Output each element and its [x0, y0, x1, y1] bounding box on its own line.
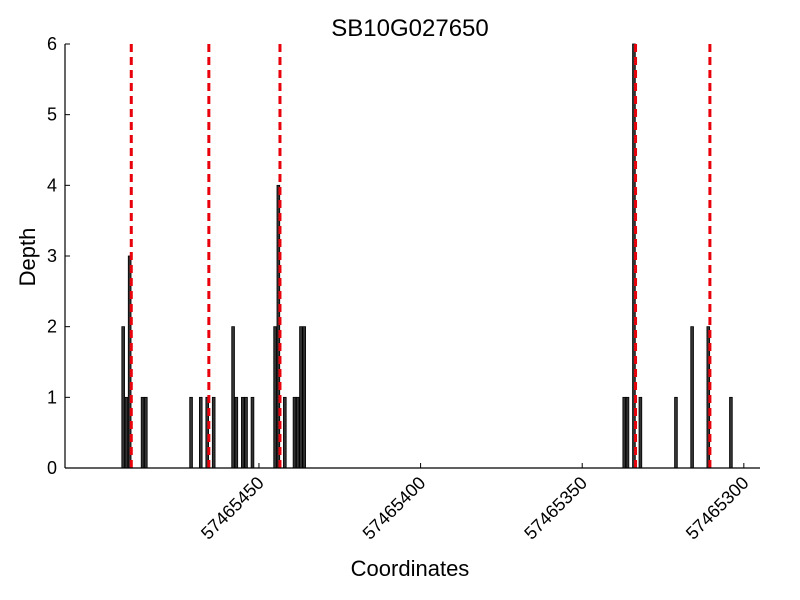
depth-bar: [211, 396, 216, 469]
depth-bar: [729, 396, 733, 469]
depth-bar: [189, 396, 193, 469]
depth-bar: [244, 396, 248, 469]
x-tick-label: 57465300: [682, 473, 753, 544]
depth-bar: [241, 396, 245, 469]
y-tick-label: 1: [47, 387, 57, 407]
depth-bar: [302, 326, 306, 469]
depth-bar: [292, 396, 297, 469]
x-tick-label: 57465350: [520, 473, 591, 544]
depth-bar: [234, 396, 239, 469]
depth-bar: [140, 396, 145, 469]
depth-bar: [121, 326, 125, 469]
depth-bar: [231, 326, 235, 469]
depth-bar: [198, 396, 203, 469]
depth-bar: [299, 326, 303, 469]
chart-title: SB10G027650: [331, 15, 488, 42]
depth-bar: [638, 396, 643, 469]
y-tick-label: 5: [47, 105, 57, 125]
depth-bar: [625, 396, 630, 469]
depth-bar: [144, 396, 148, 469]
depth-bar: [124, 396, 129, 469]
y-tick-label: 0: [47, 458, 57, 478]
depth-bar: [283, 396, 287, 469]
x-axis-label: Coordinates: [351, 556, 470, 581]
depth-bar: [622, 396, 627, 469]
depth-bar: [250, 396, 255, 469]
depth-bar: [273, 326, 277, 469]
depth-bar: [295, 396, 300, 469]
y-axis-label: Depth: [15, 228, 40, 287]
y-tick-label: 3: [47, 246, 57, 266]
depth-bar: [205, 396, 210, 469]
depth-bar: [674, 396, 678, 469]
plot-area: 0 1 2 3 4 5 6 57465450 57465400 57465350 57465300: [47, 34, 760, 543]
x-tick-label: 57465400: [359, 473, 430, 544]
depth-bar: [690, 326, 694, 469]
x-tick-label: 57465450: [197, 473, 268, 544]
y-tick-label: 4: [47, 175, 57, 195]
y-tick-label: 6: [47, 34, 57, 54]
y-tick-label: 2: [47, 317, 57, 337]
